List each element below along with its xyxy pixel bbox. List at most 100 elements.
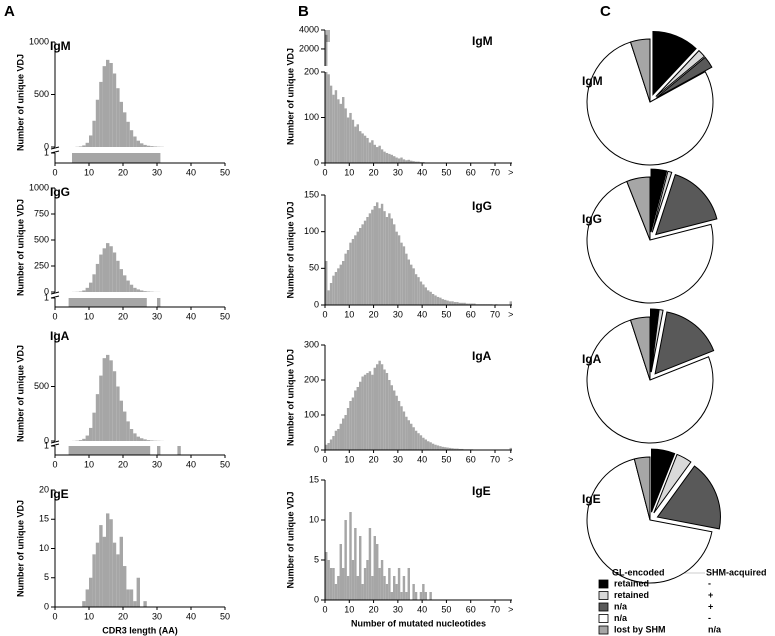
legend-header: GL-encoded: [612, 567, 665, 577]
y-axis-title: Number of unique VDJ: [285, 349, 295, 446]
bar: [431, 443, 435, 450]
y-tick-label: 4000: [299, 24, 319, 34]
bar: [126, 421, 130, 441]
bar: [129, 589, 134, 607]
x-tick-label: 40: [186, 167, 196, 177]
bar: [361, 376, 364, 450]
bar: [82, 438, 86, 441]
x-tick-label: 50: [220, 167, 230, 177]
bar: [397, 158, 401, 163]
bar: [102, 66, 106, 147]
bar: [461, 302, 464, 305]
bar: [371, 576, 374, 600]
panel-label: B: [298, 3, 309, 20]
bar: [143, 291, 147, 292]
bar: [133, 601, 137, 607]
bar: [363, 568, 367, 600]
x-tick-label: 20: [369, 454, 379, 464]
y-tick-label: 0: [314, 299, 319, 309]
bar: [102, 536, 106, 607]
legend-swatch: [598, 602, 609, 612]
bar: [337, 268, 340, 305]
x-tick-label: 60: [466, 454, 476, 464]
bar: [402, 411, 406, 450]
bar: [371, 374, 374, 450]
bar: [85, 435, 89, 441]
bar: [424, 592, 427, 600]
bar: [397, 568, 401, 600]
y-tick-label: 1: [44, 292, 49, 302]
bar: [376, 202, 379, 305]
chart-title: IgA: [582, 352, 602, 366]
bar: [359, 228, 362, 305]
bar: [334, 272, 338, 305]
bar: [453, 302, 457, 305]
bar: [342, 261, 345, 305]
x-tick-label: 20: [118, 459, 128, 469]
bar: [359, 131, 362, 163]
y-tick-label: 0: [314, 157, 319, 167]
bar: [327, 290, 330, 305]
legend-label: +: [708, 590, 713, 600]
presence-bar: [157, 298, 161, 307]
bar: [92, 274, 96, 292]
bar: [388, 213, 391, 305]
bar: [143, 439, 147, 441]
chart-title: IgM: [472, 34, 493, 48]
bar: [337, 576, 340, 600]
x-tick-label: 60: [466, 604, 476, 614]
y-tick-label: 150: [304, 189, 319, 199]
presence-bar: [68, 298, 147, 307]
bar: [329, 568, 333, 600]
bar: [378, 145, 381, 163]
bar: [383, 369, 386, 450]
bar: [349, 242, 352, 305]
axis-break: [50, 291, 60, 295]
pie-slice: [656, 56, 713, 98]
bar: [410, 423, 413, 450]
y-tick-label: 5: [44, 572, 49, 582]
x-tick-label: >: [508, 309, 513, 319]
x-tick-label: 30: [393, 604, 403, 614]
bar: [78, 440, 83, 441]
legend-label: retained: [614, 578, 649, 588]
y-tick-label: 0: [44, 141, 49, 151]
bar: [95, 394, 100, 441]
x-tick-label: 30: [393, 167, 403, 177]
bar: [422, 284, 425, 305]
bar: [407, 420, 410, 450]
x-tick-label: 20: [369, 604, 379, 614]
x-tick-label: 50: [220, 311, 230, 321]
bar: [129, 284, 134, 292]
bar: [344, 108, 347, 163]
chart-title: IgA: [50, 329, 70, 343]
y-tick-label: 1000: [29, 182, 49, 192]
chart-title: IgG: [50, 185, 70, 199]
bar: [373, 367, 376, 450]
bar: [116, 88, 120, 147]
bar: [133, 287, 137, 292]
legend-swatch: [598, 591, 609, 600]
y-tick-label: 0: [44, 286, 49, 296]
bar: [393, 390, 396, 450]
bar: [378, 208, 381, 305]
bar: [85, 287, 89, 292]
bar: [339, 264, 342, 305]
pie-slice: [650, 168, 668, 233]
bar: [329, 439, 333, 450]
bar: [390, 385, 393, 450]
y-axis-title: Number of unique VDJ: [15, 54, 25, 151]
bar: [395, 157, 398, 163]
bar: [342, 418, 345, 450]
pie-slice: [629, 38, 651, 103]
x-tick-label: 70: [490, 309, 500, 319]
bar: [346, 576, 350, 600]
bar: [378, 360, 381, 450]
y-tick-label: 100: [304, 112, 319, 122]
bar: [325, 444, 328, 450]
bar: [463, 302, 466, 305]
bar: [359, 536, 362, 600]
legend-header: SHM-acquired: [706, 567, 767, 577]
pie-slice: [650, 309, 664, 373]
bar: [119, 101, 123, 147]
